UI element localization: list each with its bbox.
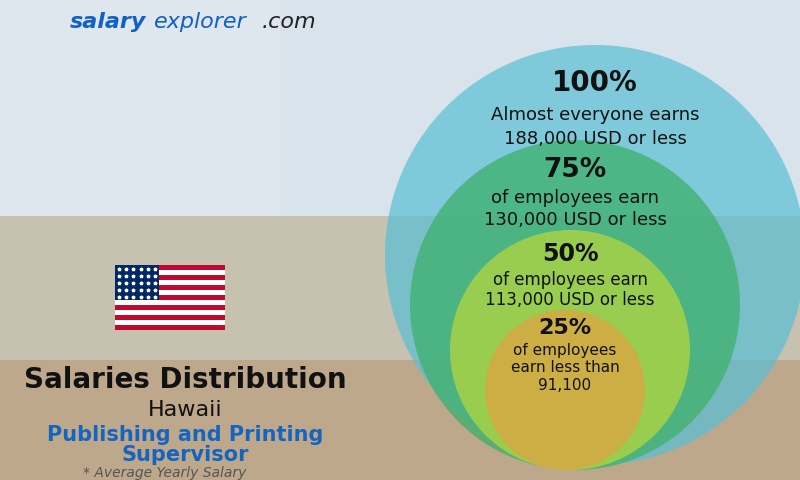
Bar bbox=[115, 280, 225, 285]
Text: 100%: 100% bbox=[552, 69, 638, 97]
Bar bbox=[115, 275, 225, 280]
Bar bbox=[115, 305, 225, 310]
Bar bbox=[115, 265, 225, 270]
Text: salary: salary bbox=[70, 12, 146, 32]
Text: 91,100: 91,100 bbox=[538, 379, 591, 394]
Text: 25%: 25% bbox=[538, 318, 591, 338]
Circle shape bbox=[450, 230, 690, 470]
Text: earn less than: earn less than bbox=[510, 360, 619, 375]
Bar bbox=[115, 320, 225, 325]
Circle shape bbox=[485, 310, 645, 470]
Circle shape bbox=[385, 45, 800, 465]
Text: explorer: explorer bbox=[154, 12, 246, 32]
Bar bbox=[115, 285, 225, 290]
Bar bbox=[0, 216, 800, 360]
Text: Salaries Distribution: Salaries Distribution bbox=[24, 366, 346, 394]
Bar bbox=[115, 300, 225, 305]
Bar bbox=[0, 0, 800, 216]
Bar bbox=[115, 325, 225, 330]
Text: .com: .com bbox=[262, 12, 317, 32]
Text: of employees earn: of employees earn bbox=[493, 271, 647, 289]
Text: of employees: of employees bbox=[514, 343, 617, 358]
Text: * Average Yearly Salary: * Average Yearly Salary bbox=[83, 466, 246, 480]
Text: of employees earn: of employees earn bbox=[491, 189, 659, 207]
Text: Publishing and Printing: Publishing and Printing bbox=[47, 425, 323, 445]
Text: 50%: 50% bbox=[542, 242, 598, 266]
Text: 188,000 USD or less: 188,000 USD or less bbox=[503, 130, 686, 148]
Bar bbox=[115, 315, 225, 320]
Bar bbox=[115, 265, 159, 300]
Text: 113,000 USD or less: 113,000 USD or less bbox=[486, 291, 654, 309]
Text: 75%: 75% bbox=[543, 157, 606, 183]
Bar bbox=[0, 0, 280, 216]
Text: Hawaii: Hawaii bbox=[148, 400, 222, 420]
Bar bbox=[115, 270, 225, 275]
Bar bbox=[115, 295, 225, 300]
Circle shape bbox=[410, 140, 740, 470]
Text: Supervisor: Supervisor bbox=[122, 445, 249, 465]
Bar bbox=[115, 290, 225, 295]
Bar bbox=[0, 360, 800, 480]
Bar bbox=[115, 310, 225, 315]
Text: 130,000 USD or less: 130,000 USD or less bbox=[483, 211, 666, 229]
Text: Almost everyone earns: Almost everyone earns bbox=[490, 106, 699, 124]
